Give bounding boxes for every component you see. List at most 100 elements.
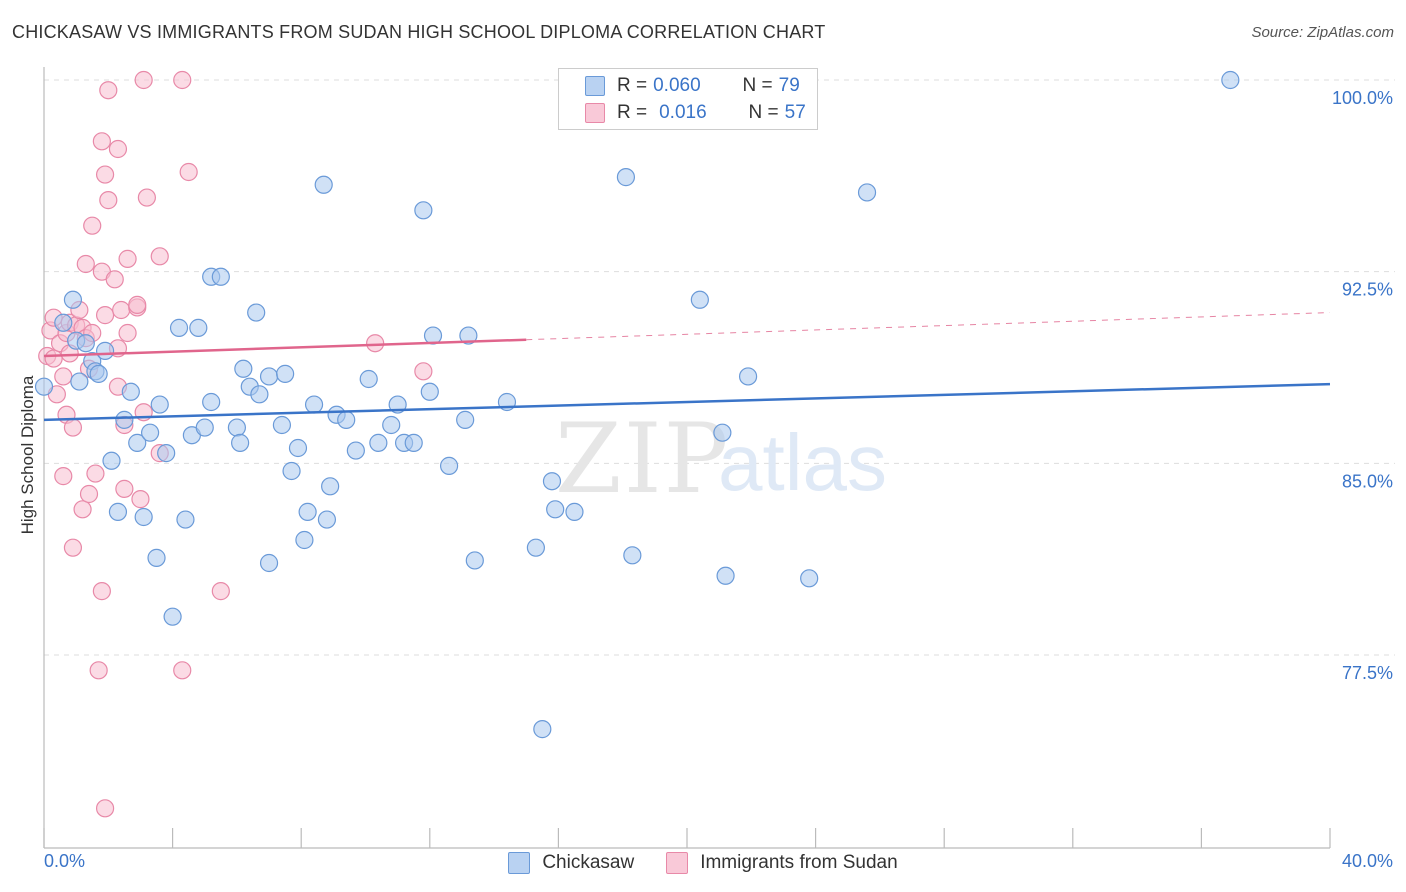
legend-item-sudan: Immigrants from Sudan	[666, 852, 898, 874]
chickasaw-point-37	[276, 364, 295, 383]
chickasaw-point-51	[382, 415, 401, 435]
chickasaw-swatch	[585, 76, 605, 96]
legend-n-label: N =	[748, 102, 779, 123]
sudan-point-29	[95, 165, 115, 184]
sudan-point-30	[95, 306, 115, 325]
chickasaw-point-58	[439, 456, 459, 475]
sudan-point-48	[137, 188, 156, 207]
chickasaw-point-4	[76, 334, 95, 353]
legend-r-value: 0.016	[659, 102, 707, 123]
axes	[43, 67, 1331, 849]
chickasaw-point-49	[359, 369, 378, 389]
chickasaw-point-77	[34, 377, 54, 396]
chickasaw-point-36	[272, 415, 292, 435]
chickasaw-point-8	[95, 341, 115, 360]
chickasaw-point-21	[176, 510, 195, 529]
y-tick-labels: 100.0% 92.5% 85.0% 77.5%	[1332, 88, 1393, 683]
chickasaw-point-13	[128, 433, 147, 452]
correlation-legend: R = 0.060 N = 79 R = 0.016 N = 57	[558, 68, 818, 130]
chickasaw-point-40	[295, 530, 314, 550]
sudan-point-17	[73, 500, 92, 519]
sudan-point-51	[173, 70, 192, 90]
sudan-trend-line-extension	[526, 312, 1331, 341]
chickasaw-point-39	[288, 438, 308, 458]
chickasaw-point-29	[231, 433, 250, 452]
chickasaw-point-56	[420, 382, 439, 401]
sudan-point-24	[86, 464, 105, 483]
y-tick-label-2: 85.0%	[1342, 471, 1393, 491]
y-tick-label-1: 92.5%	[1342, 280, 1393, 300]
legend-row-sudan: R = 0.016 N = 57	[585, 101, 806, 125]
sudan-point-31	[95, 799, 115, 818]
chickasaw-point-23	[189, 318, 208, 337]
sudan-point-33	[99, 191, 118, 210]
sudan-point-25	[89, 661, 108, 680]
chickasaw-point-3	[70, 372, 89, 391]
chickasaw-point-75	[1221, 70, 1240, 90]
sudan-point-49	[150, 247, 169, 266]
chickasaw-point-72	[738, 367, 758, 386]
sudan-point-7	[54, 467, 73, 486]
sudan-point-12	[63, 418, 83, 437]
sudan-point-53	[179, 162, 198, 182]
chickasaw-point-15	[140, 423, 160, 442]
chickasaw-point-24	[195, 418, 214, 437]
sudan-point-21	[79, 484, 99, 504]
legend-item-chickasaw: Chickasaw	[508, 852, 634, 874]
sudan-point-45	[131, 490, 150, 509]
sudan-point-41	[118, 249, 137, 268]
chickasaw-point-28	[227, 418, 246, 437]
chickasaw-point-33	[250, 385, 269, 404]
chickasaw-point-11	[115, 410, 134, 429]
chickasaw-point-48	[346, 441, 365, 460]
legend-r-value: 0.060	[653, 75, 701, 96]
chickasaw-point-64	[542, 472, 562, 491]
chickasaw-point-17	[150, 395, 169, 414]
chickasaw-point-35	[259, 553, 279, 573]
chickasaw-point-41	[298, 502, 317, 521]
chickasaw-point-60	[459, 326, 478, 345]
sudan-trend-line	[43, 338, 527, 358]
chickasaw-point-7	[89, 364, 108, 383]
sudan-point-32	[99, 81, 118, 100]
chickasaw-point-27	[211, 267, 230, 286]
source-attribution: Source: ZipAtlas.com	[1251, 24, 1394, 41]
chickasaw-point-38	[282, 461, 301, 481]
sudan-point-18	[76, 254, 95, 274]
chickasaw-point-66	[565, 502, 584, 521]
chickasaw-point-47	[337, 410, 356, 429]
sudan-point-44	[128, 295, 147, 314]
legend-n-label: N =	[742, 75, 773, 96]
chickasaw-point-16	[147, 548, 166, 567]
chickasaw-trend-line	[43, 382, 1331, 422]
chickasaw-point-76	[533, 720, 552, 739]
chickasaw-point-9	[102, 451, 121, 470]
chickasaw-point-19	[163, 607, 182, 626]
sudan-point-47	[134, 70, 153, 90]
chickasaw-point-74	[857, 183, 877, 202]
chickasaw-point-43	[314, 175, 333, 194]
y-tick-label-0: 100.0%	[1332, 88, 1393, 108]
sudan-point-55	[366, 334, 385, 353]
sudan-point-3	[44, 349, 63, 368]
chickasaw-point-44	[317, 510, 337, 529]
chickasaw-point-55	[414, 201, 433, 220]
chickasaw-point-25	[202, 392, 221, 412]
chickasaw-point-42	[304, 395, 324, 414]
y-tick-label-3: 77.5%	[1342, 663, 1393, 683]
chickasaw-point-34	[259, 367, 279, 386]
watermark-atlas: atlas	[718, 418, 887, 507]
sudan-point-6	[54, 367, 73, 386]
legend-n-value: 57	[784, 102, 806, 123]
chickasaw-point-63	[526, 538, 545, 557]
chickasaw-point-71	[716, 566, 735, 585]
legend-n-value: 79	[778, 75, 800, 96]
sudan-point-26	[92, 132, 111, 151]
trend-lines	[43, 312, 1331, 422]
sudan-point-34	[105, 270, 124, 289]
sudan-point-56	[414, 362, 433, 381]
chickasaw-point-54	[404, 433, 423, 452]
chickasaw-point-18	[157, 444, 176, 463]
sudan-swatch	[585, 103, 605, 123]
